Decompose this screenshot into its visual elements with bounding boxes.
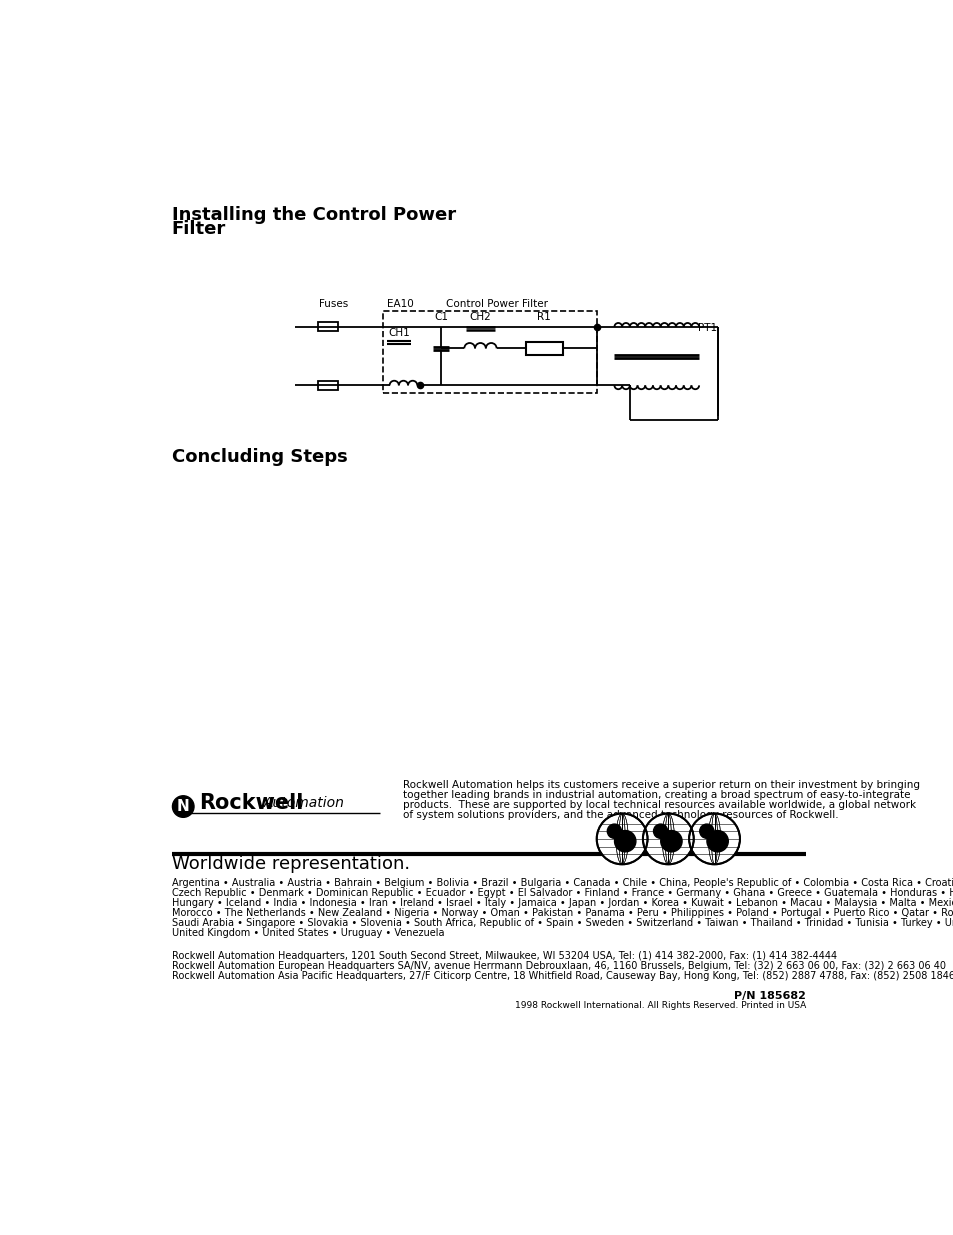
Circle shape bbox=[689, 814, 739, 864]
Bar bbox=[525, 342, 562, 354]
Circle shape bbox=[642, 814, 693, 864]
Text: Saudi Arabia • Singapore • Slovakia • Slovenia • South Africa, Republic of • Spa: Saudi Arabia • Singapore • Slovakia • Sl… bbox=[172, 918, 953, 929]
Text: EA10: EA10 bbox=[387, 299, 414, 309]
Bar bbox=[317, 380, 337, 390]
Circle shape bbox=[597, 814, 646, 864]
Text: United Kingdom • United States • Uruguay • Venezuela: United Kingdom • United States • Uruguay… bbox=[172, 929, 444, 939]
Text: PT1: PT1 bbox=[698, 324, 717, 333]
Text: Hungary • Iceland • India • Indonesia • Iran • Ireland • Israel • Italy • Jamaic: Hungary • Iceland • India • Indonesia • … bbox=[172, 898, 953, 908]
Text: Morocco • The Netherlands • New Zealand • Nigeria • Norway • Oman • Pakistan • P: Morocco • The Netherlands • New Zealand … bbox=[172, 908, 953, 918]
Text: Rockwell Automation Asia Pacific Headquarters, 27/F Citicorp Centre, 18 Whitfiel: Rockwell Automation Asia Pacific Headqua… bbox=[172, 972, 953, 982]
Text: Installing the Control Power: Installing the Control Power bbox=[172, 206, 456, 224]
Bar bbox=[317, 322, 337, 331]
Text: together leading brands in industrial automation, creating a broad spectrum of e: together leading brands in industrial au… bbox=[402, 789, 909, 799]
Circle shape bbox=[660, 830, 681, 852]
Text: of system solutions providers, and the advanced technology resources of Rockwell: of system solutions providers, and the a… bbox=[402, 810, 838, 820]
Text: products.  These are supported by local technical resources available worldwide,: products. These are supported by local t… bbox=[402, 799, 915, 810]
Circle shape bbox=[607, 824, 621, 839]
Text: 1998 Rockwell International. All Rights Reserved. Printed in USA: 1998 Rockwell International. All Rights … bbox=[515, 1002, 805, 1010]
Circle shape bbox=[653, 824, 667, 839]
Text: R1: R1 bbox=[537, 312, 551, 322]
Circle shape bbox=[172, 795, 193, 818]
Text: Rockwell: Rockwell bbox=[198, 793, 303, 813]
Text: Rockwell Automation Headquarters, 1201 South Second Street, Milwaukee, WI 53204 : Rockwell Automation Headquarters, 1201 S… bbox=[172, 951, 836, 961]
Text: Rockwell Automation helps its customers receive a superior return on their inves: Rockwell Automation helps its customers … bbox=[402, 779, 919, 789]
Circle shape bbox=[614, 830, 636, 852]
Text: P/N 185682: P/N 185682 bbox=[734, 992, 805, 1002]
Text: Worldwide representation.: Worldwide representation. bbox=[172, 855, 410, 873]
Text: Rockwell Automation European Headquarters SA/NV, avenue Herrmann Debrouxlaan, 46: Rockwell Automation European Headquarter… bbox=[172, 961, 944, 971]
Text: Filter: Filter bbox=[172, 220, 226, 238]
Text: C1: C1 bbox=[434, 312, 448, 322]
Circle shape bbox=[699, 824, 713, 839]
Text: CH2: CH2 bbox=[469, 312, 491, 322]
Text: Czech Republic • Denmark • Dominican Republic • Ecuador • Egypt • El Salvador • : Czech Republic • Denmark • Dominican Rep… bbox=[172, 888, 953, 898]
Text: Concluding Steps: Concluding Steps bbox=[172, 448, 347, 467]
Text: CH1: CH1 bbox=[388, 327, 409, 337]
Text: ▶: ▶ bbox=[178, 799, 189, 814]
Circle shape bbox=[706, 830, 727, 852]
Text: Control Power Filter: Control Power Filter bbox=[446, 299, 548, 309]
Text: Fuses: Fuses bbox=[318, 299, 348, 309]
Text: N: N bbox=[176, 799, 190, 814]
Text: Automation: Automation bbox=[264, 795, 345, 810]
Text: Argentina • Australia • Austria • Bahrain • Belgium • Bolivia • Brazil • Bulgari: Argentina • Australia • Austria • Bahrai… bbox=[172, 878, 953, 888]
